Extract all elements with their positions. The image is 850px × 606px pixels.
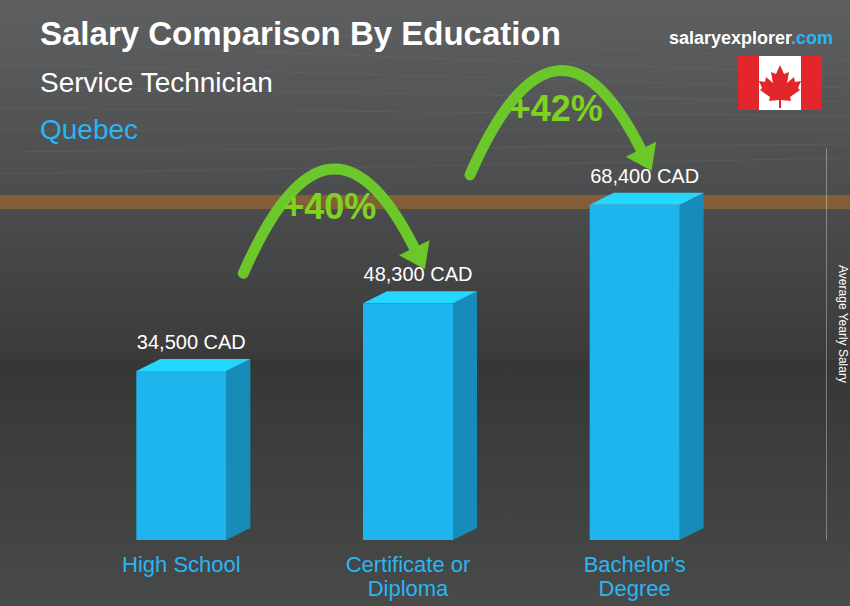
flag-leaf (759, 65, 801, 108)
data-label: 68,400 CAD (590, 165, 699, 187)
source-logo-part: salaryexplorer (669, 28, 792, 48)
y-axis (826, 149, 827, 541)
x-tick-label: Certificate orDiploma (346, 552, 471, 601)
x-tick: High School (122, 552, 241, 577)
background (0, 0, 850, 606)
ceiling-beam (0, 144, 850, 152)
bar-group (136, 359, 250, 540)
x-tick-label: High School (122, 552, 241, 577)
data-label: 48,300 CAD (364, 263, 473, 285)
data-label: 34,500 CAD (137, 331, 246, 353)
chart: Salary Comparison By Education Service Te… (0, 0, 850, 606)
x-tick: Certificate orDiploma (346, 552, 471, 601)
bar-top (136, 359, 250, 371)
bar (136, 371, 226, 540)
growth-arrow: +42% (470, 71, 656, 175)
x-tick-label-line: Certificate or (346, 552, 471, 577)
x-tick-label: Bachelor'sDegree (584, 552, 686, 601)
annotation: +42% (510, 88, 603, 129)
x-tick-label-line: Degree (599, 576, 671, 601)
title: Salary Comparison By Education (40, 15, 561, 52)
arrow-head (626, 142, 656, 171)
annotation: +40% (283, 186, 376, 227)
bar-side (680, 193, 704, 540)
bar-side (226, 359, 250, 540)
data-labels: 34,500 CAD 48,300 CAD 68,400 CAD (137, 165, 699, 353)
y-axis-title: Average Yearly Salary (836, 265, 850, 383)
bar-top (590, 193, 704, 205)
flag (738, 56, 822, 110)
growth-arrow: +40% (243, 169, 429, 273)
arrow-arc (243, 169, 416, 273)
source-logo: salaryexplorer.com (669, 28, 833, 48)
region: Quebec (40, 114, 138, 145)
bar-group (590, 193, 704, 540)
x-tick: Bachelor'sDegree (584, 552, 686, 601)
background-decor (0, 20, 850, 606)
y-axis-line (826, 149, 827, 541)
bar (363, 303, 453, 540)
bar (590, 205, 680, 540)
x-tick-label-line: Diploma (368, 576, 449, 601)
ceiling-beam (0, 158, 850, 174)
bars (136, 193, 703, 540)
flag-band (801, 56, 822, 110)
flag-field (738, 56, 822, 110)
x-axis: High School Certificate orDiploma Bachelor… (122, 552, 686, 601)
arrow-arc (470, 71, 643, 175)
subtitle: Service Technician (40, 67, 273, 98)
bar-top (363, 291, 477, 303)
bar-group (363, 291, 477, 540)
x-tick-label-line: High School (122, 552, 241, 577)
arrow-head (399, 240, 429, 269)
flag-band (738, 56, 759, 110)
source-logo-part: .com (791, 28, 833, 48)
bar-side (453, 291, 477, 540)
x-tick-label-line: Bachelor's (584, 552, 686, 577)
crane-beam (0, 195, 850, 209)
annotations: +40% +42% (243, 71, 656, 274)
